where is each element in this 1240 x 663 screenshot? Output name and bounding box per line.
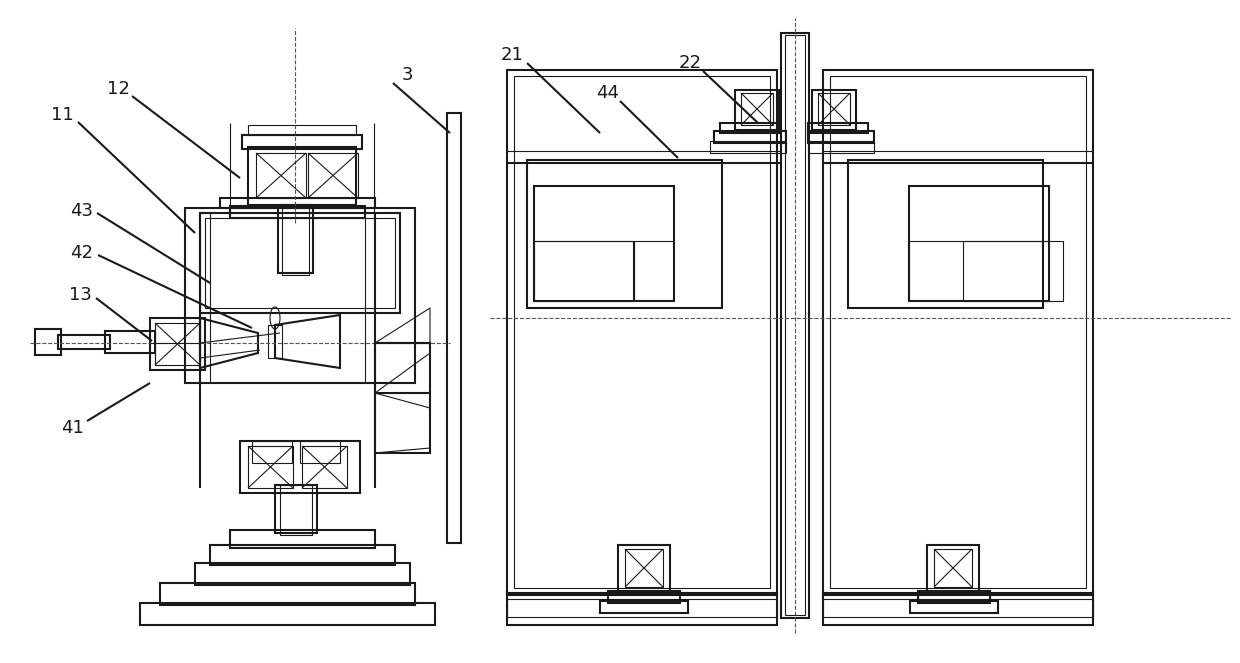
Bar	[625, 549, 663, 587]
Bar	[963, 241, 1063, 301]
Bar	[785, 35, 805, 615]
Text: 43: 43	[71, 202, 93, 220]
Bar	[268, 325, 281, 358]
Text: 44: 44	[596, 84, 620, 102]
Bar	[848, 160, 1043, 308]
Bar	[241, 441, 360, 493]
Bar	[910, 601, 998, 613]
Bar	[303, 446, 347, 488]
Bar	[823, 593, 1092, 625]
Bar	[210, 545, 396, 565]
Bar	[714, 131, 786, 143]
Text: 13: 13	[68, 286, 92, 304]
Bar	[928, 545, 980, 593]
Bar	[280, 485, 312, 535]
Bar	[735, 90, 779, 130]
Bar	[58, 335, 110, 349]
Bar	[255, 153, 306, 198]
Bar	[711, 141, 786, 153]
Bar	[105, 331, 155, 353]
Bar	[507, 599, 777, 617]
Bar	[150, 318, 205, 370]
Bar	[308, 153, 358, 198]
Text: 3: 3	[402, 66, 413, 84]
Bar	[534, 186, 675, 301]
Bar	[229, 530, 374, 548]
Bar	[507, 70, 777, 595]
Bar	[300, 441, 340, 463]
Text: 42: 42	[71, 244, 93, 262]
Bar	[278, 205, 312, 273]
Text: 41: 41	[61, 419, 83, 437]
Bar	[918, 591, 990, 603]
Bar	[275, 485, 317, 533]
Bar	[185, 208, 415, 383]
Bar	[934, 549, 972, 587]
Bar	[35, 329, 61, 355]
Bar	[808, 131, 874, 143]
Bar	[600, 601, 688, 613]
Bar	[507, 593, 777, 625]
Bar	[205, 218, 396, 308]
Bar	[446, 113, 461, 543]
Text: 11: 11	[51, 106, 73, 124]
Text: 22: 22	[678, 54, 702, 72]
Bar	[229, 206, 365, 218]
Bar	[808, 123, 868, 133]
Bar	[812, 90, 856, 130]
Bar	[374, 343, 430, 453]
Bar	[534, 241, 634, 301]
Bar	[808, 141, 874, 153]
Bar	[160, 583, 415, 605]
Bar	[742, 93, 773, 125]
Bar	[823, 599, 1092, 617]
Bar	[248, 125, 356, 135]
Bar	[281, 205, 309, 275]
Bar	[608, 591, 680, 603]
Bar	[515, 76, 770, 588]
Bar	[242, 135, 362, 149]
Bar	[219, 198, 374, 208]
Bar	[200, 213, 401, 313]
Bar	[720, 123, 780, 133]
Bar	[140, 603, 435, 625]
Bar	[155, 323, 200, 365]
Text: 21: 21	[501, 46, 523, 64]
Text: 12: 12	[107, 80, 129, 98]
Bar	[781, 33, 808, 618]
Bar	[252, 441, 291, 463]
Bar	[248, 446, 293, 488]
Bar	[195, 563, 410, 585]
Bar	[823, 70, 1092, 595]
Bar	[909, 186, 1049, 301]
Bar	[830, 76, 1086, 588]
Bar	[248, 147, 356, 205]
Bar	[618, 545, 670, 593]
Bar	[818, 93, 849, 125]
Bar	[527, 160, 722, 308]
